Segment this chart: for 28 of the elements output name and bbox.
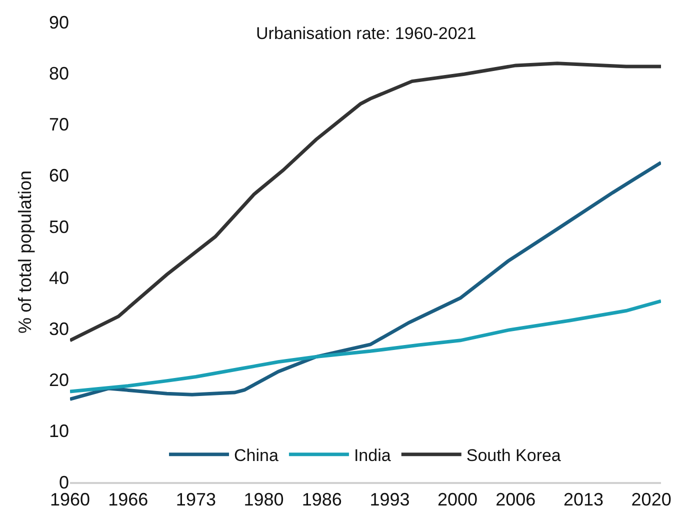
x-tick-label: 1993 <box>370 490 410 510</box>
x-tick-label: 1966 <box>108 490 148 510</box>
chart-title: Urbanisation rate: 1960-2021 <box>256 24 476 43</box>
line-series <box>70 62 661 342</box>
legend-label: South Korea <box>466 446 562 465</box>
x-tick-label: 2020 <box>631 490 672 510</box>
x-tick-label: 2013 <box>563 490 604 510</box>
legend-label: India <box>354 446 392 465</box>
y-axis-title: % of total population <box>15 170 36 334</box>
x-tick-label: 2000 <box>438 490 478 510</box>
y-tick-label: 60 <box>48 166 69 186</box>
y-tick-label: 90 <box>48 12 69 32</box>
x-tick-label: 1980 <box>244 490 284 510</box>
line-series <box>70 299 661 394</box>
y-tick-label: 80 <box>48 63 69 84</box>
y-tick-label: 20 <box>48 370 69 390</box>
y-tick-label: 40 <box>48 268 69 288</box>
x-tick-label: 1973 <box>176 490 216 510</box>
x-tick-label: 2006 <box>496 490 536 510</box>
y-tick-label: 30 <box>48 318 69 339</box>
legend-label: China <box>234 446 279 465</box>
x-tick-label: 1986 <box>302 490 342 510</box>
y-tick-label: 10 <box>48 421 69 442</box>
line-series <box>70 160 661 401</box>
y-tick-label: 70 <box>48 114 69 135</box>
y-tick-label: 0 <box>58 472 69 492</box>
y-tick-label: 50 <box>48 216 69 237</box>
x-tick-label: 1960 <box>50 490 90 510</box>
